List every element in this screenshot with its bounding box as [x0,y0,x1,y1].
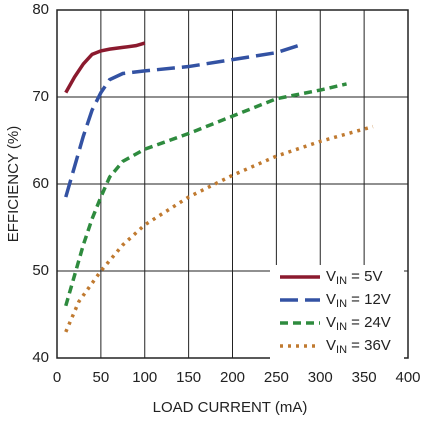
x-tick-label: 250 [264,369,289,386]
x-tick-label: 400 [395,369,420,386]
legend-box [270,265,404,363]
series-line [64,124,374,333]
x-tick-label: 100 [132,369,157,386]
legend-label: VIN = 5V [326,268,382,287]
y-tick-label: 40 [32,349,49,366]
plot-frame [56,9,409,359]
x-tick-label: 150 [176,369,201,386]
series-line [64,41,146,94]
x-tick-label: 350 [352,369,377,386]
y-tick-label: 60 [32,175,49,192]
x-tick-label: 0 [53,369,61,386]
legend-label: VIN = 36V [326,337,391,356]
x-tick-label: 50 [93,369,110,386]
x-tick-label: 200 [220,369,245,386]
legend-label: VIN = 12V [326,291,391,310]
series-line [64,43,302,198]
y-tick-label: 50 [32,262,49,279]
x-axis-label: LOAD CURRENT (mA) [153,399,308,416]
y-tick-label: 80 [32,1,49,18]
y-tick-label: 70 [32,88,49,105]
y-axis-label: EFFICIENCY (%) [5,126,22,242]
x-tick-label: 300 [308,369,333,386]
legend-label: VIN = 24V [326,314,391,333]
series-line [64,82,347,307]
